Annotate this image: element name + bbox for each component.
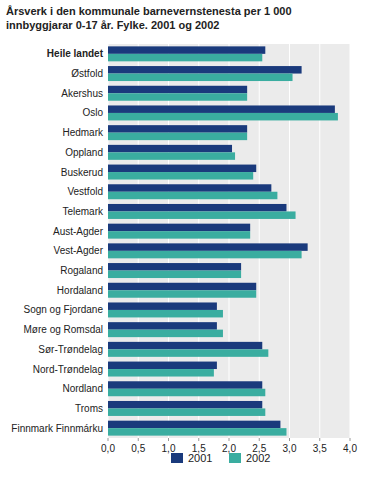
title-line: innbyggjarar 0-17 år. Fylke. 2001 og 200… <box>6 19 219 31</box>
x-tick-label: 3,5 <box>313 443 327 454</box>
bar <box>108 105 335 112</box>
bar <box>108 349 268 356</box>
bar <box>108 421 280 428</box>
y-tick-label: Aust-Agder <box>53 226 104 237</box>
bar <box>108 133 247 140</box>
y-tick-label: Troms <box>75 403 103 414</box>
y-tick-label: Hordaland <box>57 285 103 296</box>
bar <box>108 125 247 132</box>
bar <box>108 389 265 396</box>
x-tick-label: 2,0 <box>222 443 236 454</box>
bar <box>108 322 217 329</box>
bar <box>108 251 302 258</box>
bar <box>108 54 262 61</box>
y-tick-label: Oslo <box>82 107 103 118</box>
y-tick-label: Oppland <box>65 147 103 158</box>
tick-mark <box>198 438 199 441</box>
y-tick-label: Nordland <box>62 383 103 394</box>
legend-swatch <box>229 453 241 463</box>
bar <box>108 93 247 100</box>
grid-line <box>168 44 169 438</box>
x-tick-label: 1,0 <box>162 443 176 454</box>
y-tick-label: Sogn og Fjordane <box>23 304 103 315</box>
x-tick-label: 3,0 <box>283 443 297 454</box>
bar <box>108 86 247 93</box>
legend-label: 2001 <box>188 452 212 464</box>
bar <box>108 342 262 349</box>
title-line: Årsverk i den kommunale barnevernstenest… <box>6 5 292 17</box>
y-tick-label: Vest-Agder <box>54 245 104 256</box>
y-tick-label: Hedmark <box>62 127 104 138</box>
legend: 2001 2002 <box>171 452 270 464</box>
bar <box>108 330 223 337</box>
title: Årsverk i den kommunale barnevernstenest… <box>6 5 292 31</box>
grid-line <box>259 44 260 438</box>
bar <box>108 224 250 231</box>
legend-swatch <box>171 453 183 463</box>
bar <box>108 271 241 278</box>
grid-line <box>138 44 139 438</box>
bar <box>108 310 223 317</box>
bar <box>108 290 256 297</box>
tick-mark <box>259 438 260 441</box>
y-tick-label: Finnmark Finnmárku <box>11 423 103 434</box>
bar <box>108 211 296 218</box>
bar <box>108 165 256 172</box>
bar <box>108 231 250 238</box>
x-tick-label: 0,0 <box>101 443 115 454</box>
bar <box>108 369 214 376</box>
bar <box>108 283 256 290</box>
bar <box>108 113 338 120</box>
bar <box>108 263 241 270</box>
bar <box>108 46 265 53</box>
grid-line <box>350 44 351 438</box>
y-tick-label: Heile landet <box>47 48 104 59</box>
bars <box>108 46 338 435</box>
y-tick-label: Rogaland <box>60 265 103 276</box>
bar <box>108 66 302 73</box>
bar <box>108 152 235 159</box>
tick-mark <box>108 438 109 441</box>
grid-line <box>198 44 199 438</box>
y-tick-label: Buskerud <box>61 167 103 178</box>
bar <box>108 362 217 369</box>
tick-mark <box>319 438 320 441</box>
grid-line <box>319 44 320 438</box>
tick-mark <box>138 438 139 441</box>
bar <box>108 145 232 152</box>
tick-mark <box>229 438 230 441</box>
bar <box>108 428 286 435</box>
y-tick-label: Nord-Trøndelag <box>33 364 103 375</box>
chart: Årsverk i den kommunale barnevernstenest… <box>0 0 367 480</box>
y-tick-label: Vestfold <box>67 186 103 197</box>
bar <box>108 204 286 211</box>
y-tick-label: Telemark <box>62 206 104 217</box>
bar <box>108 408 265 415</box>
bar <box>108 243 308 250</box>
bar <box>108 184 271 191</box>
bar <box>108 401 262 408</box>
grid-line <box>229 44 230 438</box>
bar <box>108 302 217 309</box>
grid-line <box>289 44 290 438</box>
x-tick-label: 4,0 <box>343 443 357 454</box>
legend-label: 2002 <box>246 452 270 464</box>
y-tick-label: Sør-Trøndelag <box>38 344 103 355</box>
tick-mark <box>289 438 290 441</box>
x-tick-label: 0,5 <box>131 443 145 454</box>
y-tick-label: Møre og Romsdal <box>24 324 103 335</box>
grid-line <box>108 44 109 438</box>
plot-background <box>108 44 350 438</box>
bar <box>108 74 293 81</box>
tick-mark <box>350 438 351 441</box>
bar <box>108 381 262 388</box>
y-tick-label: Østfold <box>71 68 103 79</box>
bar <box>108 172 253 179</box>
tick-mark <box>168 438 169 441</box>
y-tick-label: Akershus <box>61 88 103 99</box>
bar <box>108 192 277 199</box>
